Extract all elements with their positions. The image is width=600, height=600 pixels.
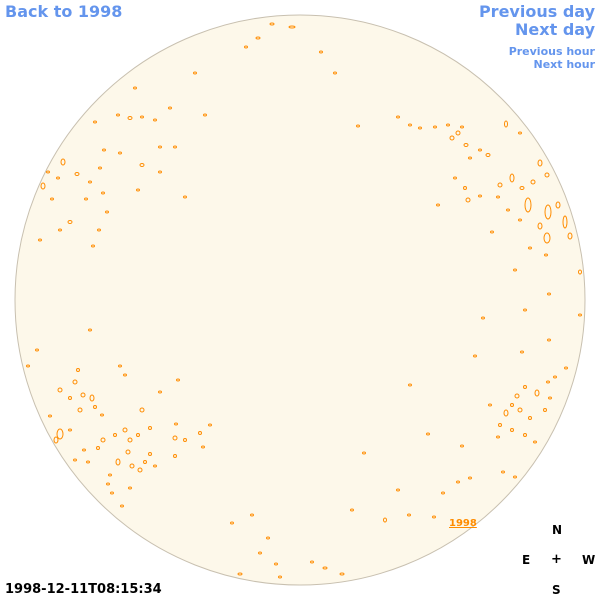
compass-west-label: W xyxy=(582,553,596,567)
compass-center-cross: + xyxy=(551,552,562,567)
previous-day-link[interactable]: Previous day xyxy=(478,2,595,21)
compass-north-label: N xyxy=(552,523,563,537)
compass-south-label: S xyxy=(552,583,561,597)
timestamp-label: 1998-12-11T08:15:34 xyxy=(5,582,162,597)
next-day-link[interactable]: Next day xyxy=(515,20,595,39)
solar-disk xyxy=(14,14,586,586)
back-to-year-link[interactable]: Back to 1998 xyxy=(5,2,123,21)
compass-east-label: E xyxy=(522,553,531,567)
next-hour-link[interactable]: Next hour xyxy=(533,58,596,71)
previous-hour-link[interactable]: Previous hour xyxy=(508,45,595,58)
year-1998-link[interactable]: 1998 xyxy=(449,518,477,529)
magnetic-contours xyxy=(26,22,582,579)
